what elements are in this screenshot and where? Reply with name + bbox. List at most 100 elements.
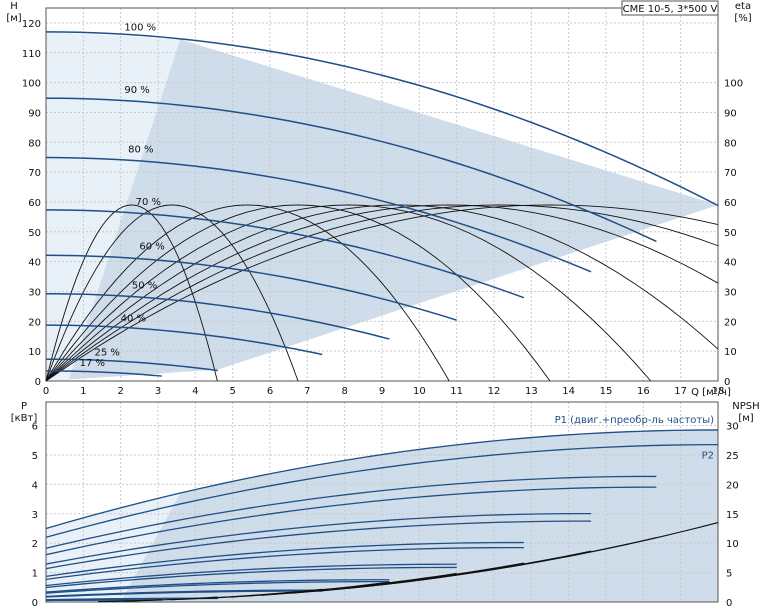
- power-tick-label: 4: [32, 480, 38, 491]
- head-curve: [45, 292, 390, 340]
- head-tick-label: 0: [35, 377, 41, 388]
- power-tick-label: 5: [32, 451, 38, 462]
- power-tick-label: 2: [32, 539, 38, 550]
- power-axis-unit: [кВт]: [11, 413, 38, 424]
- x-tick-label: 0: [43, 386, 49, 397]
- eta-tick-label: 100: [724, 79, 743, 90]
- eta-tick-label: 10: [724, 347, 737, 358]
- x-tick-label: 8: [341, 386, 347, 397]
- head-curve: [45, 254, 457, 321]
- npsh-tick-label: 5: [726, 569, 732, 580]
- power-tick-label: 6: [32, 422, 38, 433]
- npsh-tick-label: 10: [726, 539, 739, 550]
- speed-label: 70 %: [136, 197, 161, 208]
- eta-curve: [45, 204, 551, 382]
- x-tick-label: 2: [117, 386, 123, 397]
- p1-curve: [45, 589, 323, 598]
- x-tick-label: 18: [712, 386, 725, 397]
- eta-curve: [45, 204, 299, 382]
- eta-tick-label: 70: [724, 168, 737, 179]
- head-curve: [46, 370, 162, 377]
- head-tick-label: 100: [22, 79, 41, 90]
- npsh-tick-label: 15: [726, 510, 739, 521]
- head-curve: [45, 97, 657, 243]
- p1-curve: [45, 563, 457, 587]
- eta-curve: [45, 204, 719, 382]
- head-tick-label: 40: [28, 258, 41, 269]
- x-tick-label: 4: [192, 386, 198, 397]
- speed-label: 90 %: [124, 85, 149, 96]
- eta-axis-unit: [%]: [734, 13, 751, 24]
- x-tick-label: 14: [562, 386, 575, 397]
- p2-curve: [45, 444, 719, 538]
- eta-tick-label: 60: [724, 198, 737, 209]
- npsh-tick-label: 30: [726, 422, 739, 433]
- x-tick-label: 16: [637, 386, 650, 397]
- head-plot-frame: [45, 7, 719, 382]
- head-axis-unit: [м]: [6, 13, 21, 24]
- power-tick-label: 0: [32, 598, 38, 609]
- eta-tick-label: 90: [724, 108, 737, 119]
- p1-curve: [45, 579, 390, 593]
- npsh-axis-unit: [м]: [738, 413, 753, 424]
- head-tick-label: 50: [28, 228, 41, 239]
- head-tick-label: 110: [22, 49, 41, 60]
- p2-curve: [45, 546, 524, 581]
- eta-curve: [45, 204, 719, 382]
- eta-curve: [45, 204, 652, 382]
- x-tick-label: 7: [304, 386, 310, 397]
- eta-curve: [45, 204, 450, 382]
- head-curve: [45, 156, 592, 273]
- x-tick-label: 6: [267, 386, 273, 397]
- npsh-tick-label: 20: [726, 480, 739, 491]
- p2-series-label: P2: [702, 451, 714, 462]
- speed-label: 80 %: [128, 145, 153, 156]
- x-tick-label: 17: [674, 386, 687, 397]
- npsh-tick-label: 25: [726, 451, 739, 462]
- power-axis-symbol: P: [21, 401, 27, 412]
- p2-curve: [45, 566, 457, 589]
- p2-curve: [45, 520, 592, 570]
- power-plot-frame: [45, 401, 719, 603]
- head-tick-label: 60: [28, 198, 41, 209]
- eta-curve: [45, 204, 719, 382]
- head-panel: 100 %90 %80 %70 %60 %50 %40 %25 %17 %0 1 2…: [22, 7, 743, 397]
- speed-label: 50 %: [132, 280, 157, 291]
- head-tick-label: 70: [28, 168, 41, 179]
- x-tick-label: 3: [155, 386, 161, 397]
- eta-curve: [45, 204, 218, 382]
- power-tick-label: 3: [32, 510, 38, 521]
- speed-label: 25 %: [95, 347, 120, 358]
- npsh-curve: [98, 599, 162, 603]
- speed-label: 40 %: [121, 313, 146, 324]
- eta-tick-label: 80: [724, 138, 737, 149]
- speed-label: 17 %: [80, 358, 105, 369]
- power-tick-label: 1: [32, 569, 38, 580]
- p2-curve: [45, 590, 323, 598]
- model-label-box: [621, 0, 719, 16]
- eta-tick-label: 0: [724, 377, 730, 388]
- x-tick-label: 9: [379, 386, 385, 397]
- head-curve: [45, 358, 218, 372]
- p2-curve: [45, 580, 390, 594]
- head-curve: [45, 209, 525, 299]
- head-tick-label: 10: [28, 347, 41, 358]
- eta-tick-label: 30: [724, 287, 737, 298]
- npsh-tick-label: 0: [726, 598, 732, 609]
- axis-labels: H [м] eta [%] Q [м³/ч] P [кВт] NPSH [м] …: [6, 0, 760, 424]
- x-tick-label: 13: [525, 386, 538, 397]
- npsh-axis-symbol: NPSH: [732, 401, 759, 412]
- head-axis-symbol: H: [10, 1, 18, 12]
- eta-tick-label: 20: [724, 317, 737, 328]
- eta-tick-label: 40: [724, 258, 737, 269]
- model-label: CME 10-5, 3*500 V: [623, 4, 718, 15]
- p1-series-label: P1 (двиг.+преобр-ль частоты): [555, 415, 715, 426]
- head-tick-label: 90: [28, 108, 41, 119]
- p1-curve: [45, 512, 592, 565]
- p1-curve: [45, 541, 524, 577]
- x-tick-label: 12: [488, 386, 501, 397]
- x-tick-label: 11: [450, 386, 463, 397]
- power-panel: P1 (двиг.+преобр-ль частоты) P2 0 1 2 3 4 5 6 0 5 1…: [32, 401, 739, 609]
- eta-tick-label: 50: [724, 228, 737, 239]
